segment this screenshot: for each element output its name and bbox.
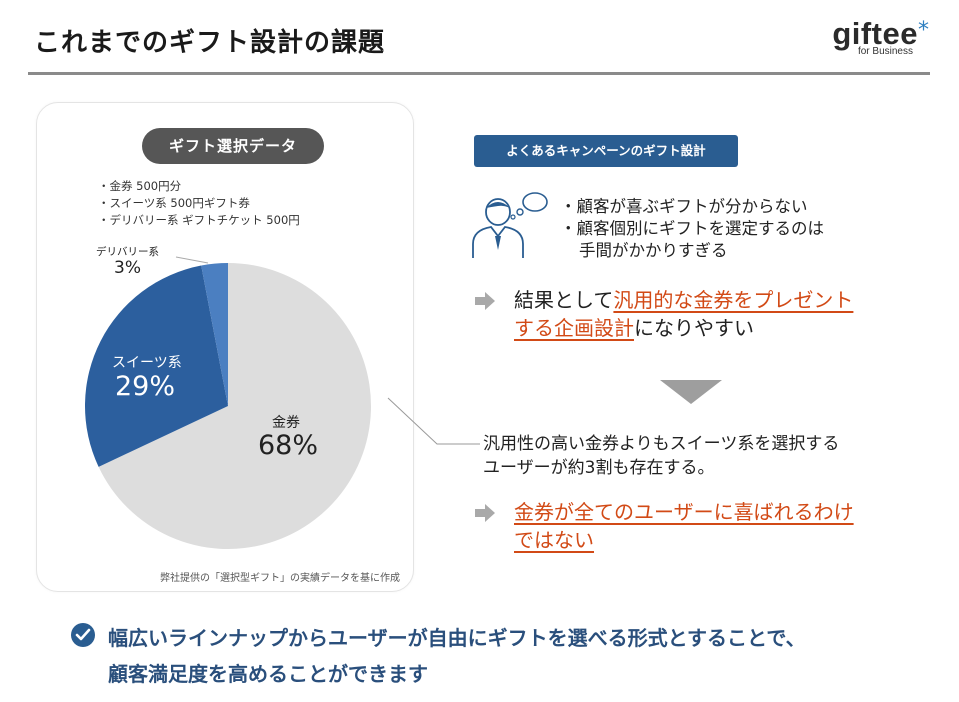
slice-value-sweets: 29%: [115, 371, 176, 402]
arrow-right-icon: [475, 292, 495, 310]
logo-wordmark: giftee: [832, 16, 918, 51]
slice-name-sweets: スイーツ系: [112, 355, 182, 371]
pie-slice-voucher: [98, 263, 371, 549]
pie-slice-delivery: [201, 263, 228, 406]
header-divider: [28, 72, 930, 75]
slice-value-delivery: 3%: [114, 258, 141, 278]
issue-item-continued: 手間がかかりすぎる: [579, 241, 728, 260]
down-triangle-icon: [660, 380, 722, 404]
insight-text: 汎用性の高い金券よりもスイーツ系を選択する ユーザーが約3割も存在する。: [483, 432, 839, 480]
result-statement: 結果として汎用的な金券をプレゼント する企画設計になりやすい: [514, 286, 853, 342]
slice-name-voucher: 金券: [272, 415, 300, 431]
result-text: 結果として: [514, 288, 614, 312]
conclusion-highlight: ではない: [514, 528, 594, 552]
logo-star: *: [918, 18, 929, 43]
issues-list: ・顧客が喜ぶギフトが分からない ・顧客個別にギフトを選定するのは 手間がかかりす…: [560, 196, 824, 262]
slice-name-delivery: デリバリー系: [96, 246, 159, 258]
campaign-design-tag: よくあるキャンペーンのギフト設計: [474, 135, 738, 167]
insight-line: 汎用性の高い金券よりもスイーツ系を選択する: [483, 434, 840, 454]
result-highlight: する企画設計: [514, 316, 634, 340]
delivery-leader-line: [175, 256, 209, 264]
callout-connector-line: [387, 397, 480, 445]
logo-subtitle: for Business: [857, 46, 913, 57]
bottom-summary: 幅広いラインナップからユーザーが自由にギフトを選べる形式とすることで、 顧客満足…: [108, 620, 806, 692]
conclusion-highlight: 金券が全てのユーザーに喜ばれるわけ: [514, 500, 854, 524]
checkmark-circle-icon: [71, 623, 95, 647]
data-source-note: 弊社提供の「選択型ギフト」の実績データを基に作成: [160, 573, 400, 584]
conclusion-statement: 金券が全てのユーザーに喜ばれるわけ ではない: [514, 498, 854, 554]
thinking-person-icon: [472, 192, 548, 258]
gift-data-pill: ギフト選択データ: [142, 128, 324, 164]
result-highlight: 汎用的な金券をプレゼント: [613, 288, 854, 312]
issue-item: ・顧客個別にギフトを選定するのは: [560, 219, 824, 238]
summary-line: 顧客満足度を高めることができます: [108, 662, 428, 686]
insight-line: ユーザーが約3割も存在する。: [483, 458, 715, 478]
gift-option: ・スイーツ系 500円ギフト券: [98, 196, 250, 210]
brand-logo: giftee* for Business: [832, 16, 929, 57]
gift-options-list: ・金券 500円分 ・スイーツ系 500円ギフト券 ・デリバリー系 ギフトチケッ…: [98, 178, 300, 229]
pie-slice-sweets: [84, 265, 228, 467]
page-title: これまでのギフト設計の課題: [34, 28, 386, 58]
gift-option: ・金券 500円分: [98, 179, 182, 193]
issue-item: ・顧客が喜ぶギフトが分からない: [560, 197, 808, 216]
result-text: になりやすい: [634, 316, 754, 340]
summary-line: 幅広いラインナップからユーザーが自由にギフトを選べる形式とすることで、: [108, 626, 806, 650]
slice-value-voucher: 68%: [258, 430, 319, 461]
arrow-right-icon: [475, 504, 495, 522]
gift-option: ・デリバリー系 ギフトチケット 500円: [98, 213, 300, 227]
